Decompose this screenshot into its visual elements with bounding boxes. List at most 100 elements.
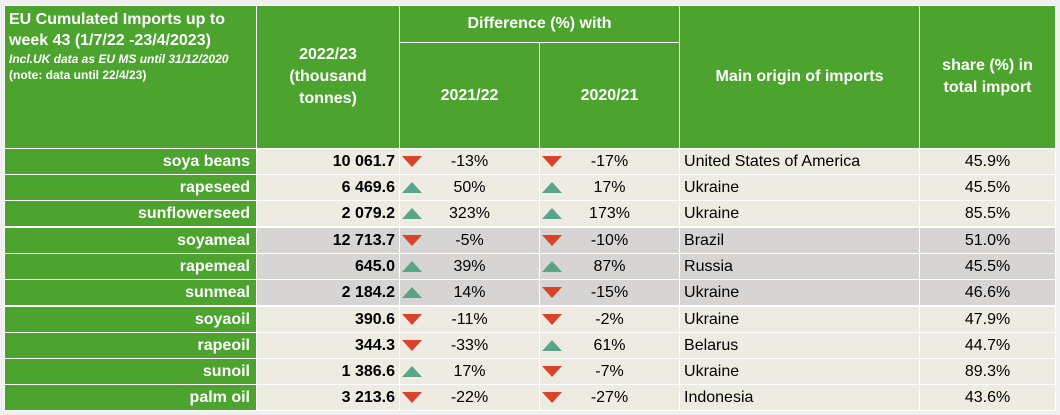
diff-value: 39% (453, 258, 486, 275)
diff-value: -33% (450, 337, 489, 354)
volume-value: 12 713.7 (256, 226, 400, 254)
origin-value: Ukraine (679, 358, 921, 385)
diff-value: 17% (453, 363, 486, 380)
imports-table-container: EU Cumulated Imports up to week 43 (1/7/… (4, 5, 1057, 411)
table-row: sunoil 1 386.6 17% -7% Ukraine 89.3% (4, 358, 1057, 385)
volume-value: 645.0 (256, 253, 400, 280)
origin-value: Ukraine (679, 174, 921, 201)
diff-2020-21-cell: -2% (538, 305, 681, 333)
volume-value: 6 469.6 (256, 174, 400, 201)
diff-value: -2% (595, 311, 624, 328)
down-arrow-icon (402, 235, 422, 246)
diff-2020-21-cell: 17% (538, 174, 681, 201)
origin-value: Indonesia (679, 384, 921, 411)
share-column-header: share (%) in total import (919, 5, 1057, 149)
down-arrow-icon (542, 156, 562, 167)
diff-value: -5% (455, 232, 484, 249)
up-arrow-icon (542, 340, 562, 351)
up-arrow-icon (542, 261, 562, 272)
product-label: rapemeal (4, 253, 257, 280)
diff-2020-21-cell: 87% (538, 253, 681, 280)
share-value: 45.5% (919, 253, 1057, 280)
diff-value: 50% (453, 179, 486, 196)
diff-value: -17% (590, 153, 629, 170)
down-arrow-icon (402, 314, 422, 325)
title-note: Incl.UK data as EU MS until 31/12/2020 (… (9, 51, 252, 83)
note-text: Incl.UK data as EU MS until 31/12/2020 (9, 52, 229, 66)
down-arrow-icon (542, 235, 562, 246)
difference-group-header: Difference (%) with (398, 5, 681, 43)
table-row: soya beans 10 061.7 -13% -17% United States … (4, 148, 1057, 175)
diff-value: -7% (595, 363, 624, 380)
diff-2021-22-cell: 39% (399, 253, 540, 280)
diff-2020-21-header: 2020/21 (538, 42, 681, 149)
table-row: rapemeal 645.0 39% 87% Russia 45.5% (4, 253, 1057, 280)
table-title: EU Cumulated Imports up to week 43 (1/7/… (4, 5, 257, 149)
down-arrow-icon (542, 392, 562, 403)
note-tail-text: (note: data until 22/4/23) (9, 68, 147, 82)
volume-value: 2 184.2 (256, 279, 400, 307)
down-arrow-icon (542, 314, 562, 325)
share-value: 44.7% (919, 332, 1057, 359)
table-row: sunmeal 2 184.2 14% -15% Ukraine 46.6% (4, 279, 1057, 307)
diff-2020-21-cell: 61% (538, 332, 681, 359)
up-arrow-icon (402, 261, 422, 272)
share-value: 46.6% (919, 279, 1057, 307)
origin-value: Ukraine (679, 279, 921, 307)
diff-2020-21-cell: -15% (538, 279, 681, 307)
up-arrow-icon (542, 208, 562, 219)
diff-2020-21-cell: -10% (538, 226, 681, 254)
diff-value: 14% (453, 284, 486, 301)
diff-value: -22% (450, 389, 489, 406)
product-label: sunoil (4, 358, 257, 385)
up-arrow-icon (542, 182, 562, 193)
up-arrow-icon (402, 182, 422, 193)
volume-column-header: 2022/23 (thousand tonnes) (256, 5, 400, 149)
diff-2020-21-cell: -17% (538, 148, 681, 175)
down-arrow-icon (402, 340, 422, 351)
diff-2021-22-cell: -33% (399, 332, 540, 359)
volume-value: 10 061.7 (256, 148, 400, 175)
diff-2021-22-header: 2021/22 (399, 42, 540, 149)
up-arrow-icon (402, 287, 422, 298)
header-row-2: 2021/22 2020/21 (5, 42, 1056, 149)
diff-2021-22-cell: -22% (399, 384, 540, 411)
diff-2021-22-cell: 50% (399, 174, 540, 201)
diff-value: 323% (449, 205, 490, 222)
origin-value: Brazil (679, 226, 921, 254)
table-row: rapeseed 6 469.6 50% 17% Ukraine 45.5% (4, 174, 1057, 201)
title-text: EU Cumulated Imports up to week 43 (1/7/… (9, 11, 225, 49)
table-body: soya beans 10 061.7 -13% -17% United States … (4, 148, 1057, 411)
diff-2021-22-cell: 14% (399, 279, 540, 307)
share-value: 47.9% (919, 305, 1057, 333)
diff-value: 17% (593, 179, 626, 196)
down-arrow-icon (402, 156, 422, 167)
origin-value: Russia (679, 253, 921, 280)
table-row: palm oil 3 213.6 -22% -27% Indonesia 43.6% (4, 384, 1057, 411)
diff-2021-22-cell: -11% (399, 305, 540, 333)
table-row: sunflowerseed 2 079.2 323% 173% Ukraine 85.5% (4, 200, 1057, 228)
table-row: rapeoil 344.3 -33% 61% Belarus 44.7% (4, 332, 1057, 359)
diff-2020-21-cell: -27% (538, 384, 681, 411)
diff-value: -15% (590, 284, 629, 301)
origin-value: Ukraine (679, 200, 921, 228)
imports-table: EU Cumulated Imports up to week 43 (1/7/… (4, 5, 1057, 411)
down-arrow-icon (542, 287, 562, 298)
origin-value: Ukraine (679, 305, 921, 333)
share-value: 45.9% (919, 148, 1057, 175)
product-label: sunmeal (4, 279, 257, 307)
up-arrow-icon (402, 208, 422, 219)
diff-2021-22-cell: -5% (399, 226, 540, 254)
product-label: rapeoil (4, 332, 257, 359)
product-label: palm oil (4, 384, 257, 411)
diff-value: -13% (450, 153, 489, 170)
product-label: sunflowerseed (4, 200, 257, 228)
product-label: soyameal (4, 226, 257, 254)
origin-value: Belarus (679, 332, 921, 359)
diff-2021-22-cell: 323% (399, 200, 540, 228)
down-arrow-icon (402, 392, 422, 403)
table-row: soyameal 12 713.7 -5% -10% Brazil 51.0% (4, 226, 1057, 254)
volume-value: 2 079.2 (256, 200, 400, 228)
product-label: soyaoil (4, 305, 257, 333)
volume-value: 390.6 (256, 305, 400, 333)
